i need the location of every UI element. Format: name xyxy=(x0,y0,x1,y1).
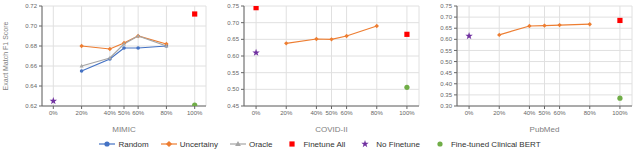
svg-text:0.50: 0.50 xyxy=(227,86,239,92)
svg-text:60%: 60% xyxy=(554,110,567,116)
svg-text:80%: 80% xyxy=(160,110,173,116)
svg-text:0%: 0% xyxy=(252,110,261,116)
svg-text:40%: 40% xyxy=(523,110,536,116)
svg-text:80%: 80% xyxy=(584,110,597,116)
svg-text:PubMed: PubMed xyxy=(530,125,560,132)
svg-text:0.30: 0.30 xyxy=(440,103,452,109)
svg-text:80%: 80% xyxy=(371,110,384,116)
html-text:Fine-tuned Clinical BERT: Fine-tuned Clinical BERT xyxy=(450,139,541,149)
svg-text:50%: 50% xyxy=(118,110,131,116)
svg-text:100%: 100% xyxy=(399,110,415,116)
svg-text:0%: 0% xyxy=(465,110,474,116)
svg-text:0.40: 0.40 xyxy=(440,81,452,87)
svg-text:0.35: 0.35 xyxy=(440,92,452,98)
svg-text:0.50: 0.50 xyxy=(440,59,452,65)
html-text:Random: Random xyxy=(118,139,149,149)
svg-text:0.45: 0.45 xyxy=(440,70,452,76)
svg-text:0.62: 0.62 xyxy=(25,103,37,109)
svg-text:60%: 60% xyxy=(341,110,354,116)
svg-text:0.60: 0.60 xyxy=(227,53,239,59)
html-text:No Finetune: No Finetune xyxy=(376,139,420,149)
svg-text:0%: 0% xyxy=(49,110,58,116)
svg-text:0.65: 0.65 xyxy=(227,36,239,42)
svg-text:0.75: 0.75 xyxy=(227,3,239,9)
svg-text:0.45: 0.45 xyxy=(227,103,239,109)
svg-text:20%: 20% xyxy=(280,110,293,116)
svg-text:50%: 50% xyxy=(325,110,338,116)
svg-text:100%: 100% xyxy=(187,110,203,116)
svg-text:0.70: 0.70 xyxy=(227,20,239,26)
svg-text:0.60: 0.60 xyxy=(440,36,452,42)
svg-text:20%: 20% xyxy=(493,110,506,116)
svg-text:0.70: 0.70 xyxy=(25,23,37,29)
svg-text:0.72: 0.72 xyxy=(25,3,37,9)
svg-text:0.70: 0.70 xyxy=(440,14,452,20)
svg-text:100%: 100% xyxy=(612,110,628,116)
svg-text:0.66: 0.66 xyxy=(25,63,37,69)
svg-text:0.65: 0.65 xyxy=(440,25,452,31)
svg-text:40%: 40% xyxy=(104,110,117,116)
svg-text:0.55: 0.55 xyxy=(227,70,239,76)
svg-text:0.75: 0.75 xyxy=(440,3,452,9)
svg-text:50%: 50% xyxy=(538,110,551,116)
svg-text:40%: 40% xyxy=(310,110,323,116)
svg-text:20%: 20% xyxy=(76,110,89,116)
html-text:Oracle: Oracle xyxy=(248,139,273,149)
svg-text:MIMIC: MIMIC xyxy=(112,125,136,132)
svg-text:COVID-II: COVID-II xyxy=(315,125,347,132)
svg-text:Exact Match F1 Score: Exact Match F1 Score xyxy=(8,21,9,90)
html-text:Finetune All: Finetune All xyxy=(303,139,346,149)
svg-text:60%: 60% xyxy=(132,110,145,116)
svg-text:0.68: 0.68 xyxy=(25,43,37,49)
svg-text:0.64: 0.64 xyxy=(25,83,37,89)
svg-text:0.55: 0.55 xyxy=(440,48,452,54)
html-text:Uncertainy: Uncertainy xyxy=(179,139,218,149)
